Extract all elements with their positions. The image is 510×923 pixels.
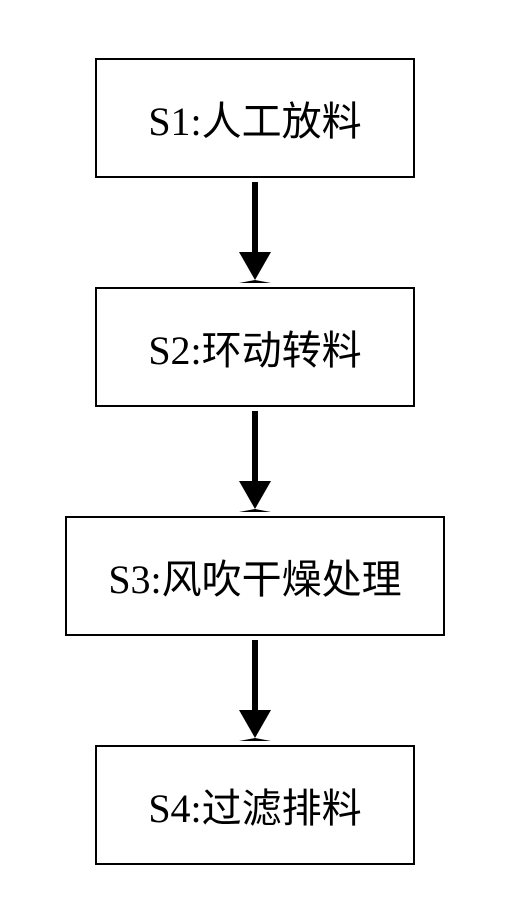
arrow-head-icon — [239, 710, 271, 741]
arrow-head-icon — [239, 252, 271, 283]
flow-arrow-s3-s4 — [239, 640, 271, 741]
flow-arrow-s1-s2 — [239, 182, 271, 283]
arrow-line-icon — [252, 640, 258, 710]
arrow-line-icon — [252, 411, 258, 481]
flow-step-s2: S2:环动转料 — [95, 287, 415, 407]
flow-step-s4: S4:过滤排料 — [95, 745, 415, 865]
flow-arrow-s2-s3 — [239, 411, 271, 512]
arrow-line-icon — [252, 182, 258, 252]
flow-step-s3: S3:风吹干燥处理 — [65, 516, 445, 636]
arrow-head-icon — [239, 481, 271, 512]
flowchart-container: S1:人工放料 S2:环动转料 S3:风吹干燥处理 S4:过滤排料 — [65, 58, 445, 865]
flow-step-s1: S1:人工放料 — [95, 58, 415, 178]
